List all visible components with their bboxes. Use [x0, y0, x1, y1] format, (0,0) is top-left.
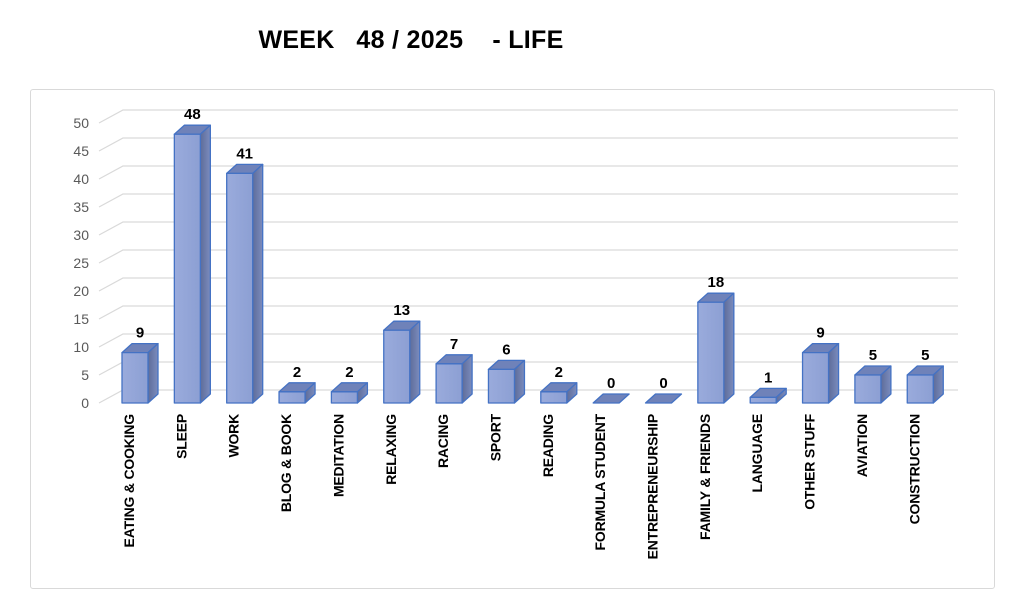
bar-front-face	[278, 391, 306, 404]
category-label: READING	[540, 414, 556, 477]
bar-front-face	[330, 391, 359, 404]
bar-front-face	[906, 374, 934, 404]
bar-value-label: 2	[555, 364, 563, 381]
bar: 2	[278, 364, 316, 404]
bar-value-label: 2	[293, 364, 301, 381]
bar-value-label: 13	[393, 302, 410, 319]
bar: 2	[330, 364, 369, 404]
bar-value-label: 2	[345, 364, 353, 381]
bar-front-face	[173, 133, 202, 404]
bar: 48	[173, 106, 212, 404]
bar-side-face	[827, 342, 840, 404]
category-label: LANGUAGE	[749, 414, 765, 493]
y-axis-label: 35	[73, 199, 89, 215]
bar-value-label: 5	[869, 347, 877, 364]
bar-front-face	[801, 351, 830, 404]
bar: 5	[906, 347, 944, 404]
gridline	[98, 193, 958, 208]
bar-side-face	[461, 354, 473, 404]
bar-front-face	[487, 368, 516, 404]
y-axis-label: 5	[81, 367, 89, 383]
y-axis: 0 5 10 15 20 25 30 35 40 45 50	[73, 115, 89, 411]
gridline	[98, 165, 958, 180]
gridline	[98, 137, 958, 152]
bar: 5	[854, 347, 892, 404]
bar-front-face	[121, 351, 149, 404]
bar-value-label: 9	[136, 325, 144, 342]
category-label: RACING	[435, 414, 451, 468]
gridline	[98, 221, 958, 236]
bar-value-label: 41	[236, 145, 253, 162]
y-axis-label: 0	[81, 395, 89, 411]
bar: 18	[697, 274, 735, 404]
category-label: BLOG & BOOK	[278, 414, 294, 512]
bar-front-face	[435, 363, 463, 404]
bar-value-label: 9	[816, 325, 824, 342]
category-label: EATING & COOKING	[121, 414, 137, 548]
y-axis-label: 20	[73, 283, 89, 299]
category-label: MEDITATION	[330, 414, 346, 497]
category-label: RELAXING	[383, 414, 399, 485]
bar-zero-face	[644, 393, 683, 404]
category-label: SLEEP	[173, 414, 189, 459]
bar-front-face	[383, 329, 411, 404]
bar-front-face	[854, 374, 882, 404]
bar: 6	[487, 341, 526, 404]
y-axis-label: 10	[73, 339, 89, 355]
chart-title: WEEK 48 / 2025 - LIFE	[258, 26, 564, 54]
bar-value-label: 5	[921, 347, 929, 364]
bar-side-face	[409, 320, 421, 404]
bar: 0	[644, 375, 683, 404]
gridline	[98, 109, 958, 124]
category-label: OTHER STUFF	[802, 413, 818, 509]
life-week-chart-frame[interactable]: 0 5 10 15 20 25 30 35 40 45 50 9 48 41 2 2 13 7 6 2 0 0 18 1 9 5 5…	[30, 89, 995, 589]
y-axis-label: 45	[73, 143, 89, 159]
bar: 2	[540, 364, 578, 404]
y-axis-label: 15	[73, 311, 89, 327]
bar-front-face	[540, 391, 568, 404]
bar-zero-face	[592, 393, 630, 404]
category-label: FORMULA STUDENT	[592, 413, 608, 550]
bars: 9 48 41 2 2 13 7 6 2 0 0 18 1 9 5 5	[121, 106, 944, 404]
bar: 7	[435, 336, 473, 404]
bar: 41	[226, 145, 264, 404]
category-label: CONSTRUCTION	[906, 414, 922, 524]
gridline	[98, 305, 958, 320]
category-label: FAMILY & FRIENDS	[697, 414, 713, 540]
bar-value-label: 48	[184, 106, 201, 123]
bar-side-face	[147, 342, 159, 404]
gridlines	[98, 109, 958, 404]
bar: 13	[383, 302, 421, 404]
y-axis-label: 25	[73, 255, 89, 271]
bar-side-face	[723, 292, 735, 404]
gridline	[98, 333, 958, 348]
gridline	[98, 249, 958, 264]
bar-side-face	[199, 124, 212, 404]
bar: 9	[121, 325, 159, 404]
y-axis-label: 40	[73, 171, 89, 187]
x-axis: EATING & COOKING SLEEP WORK BLOG & BOOK MEDI…	[121, 413, 922, 559]
y-axis-label: 30	[73, 227, 89, 243]
category-label: WORK	[226, 414, 242, 458]
category-label: AVIATION	[854, 414, 870, 477]
bar-value-label: 0	[607, 375, 615, 392]
bar-front-face	[697, 301, 725, 404]
y-axis-label: 50	[73, 115, 89, 131]
gridline	[98, 277, 958, 292]
bar-value-label: 7	[450, 336, 458, 353]
category-label: ENTREPRENEURSHIP	[645, 414, 661, 559]
category-label: SPORT	[487, 413, 503, 461]
bar-front-face	[226, 172, 254, 404]
bar-value-label: 6	[502, 341, 510, 358]
bar-value-label: 0	[659, 375, 667, 392]
bar-value-label: 1	[764, 369, 772, 386]
bar: 9	[801, 325, 840, 404]
bar: 1	[749, 369, 787, 404]
bar: 0	[592, 375, 630, 404]
bar-side-face	[252, 163, 264, 404]
bar-value-label: 18	[708, 274, 725, 291]
bar-front-face	[749, 396, 777, 404]
